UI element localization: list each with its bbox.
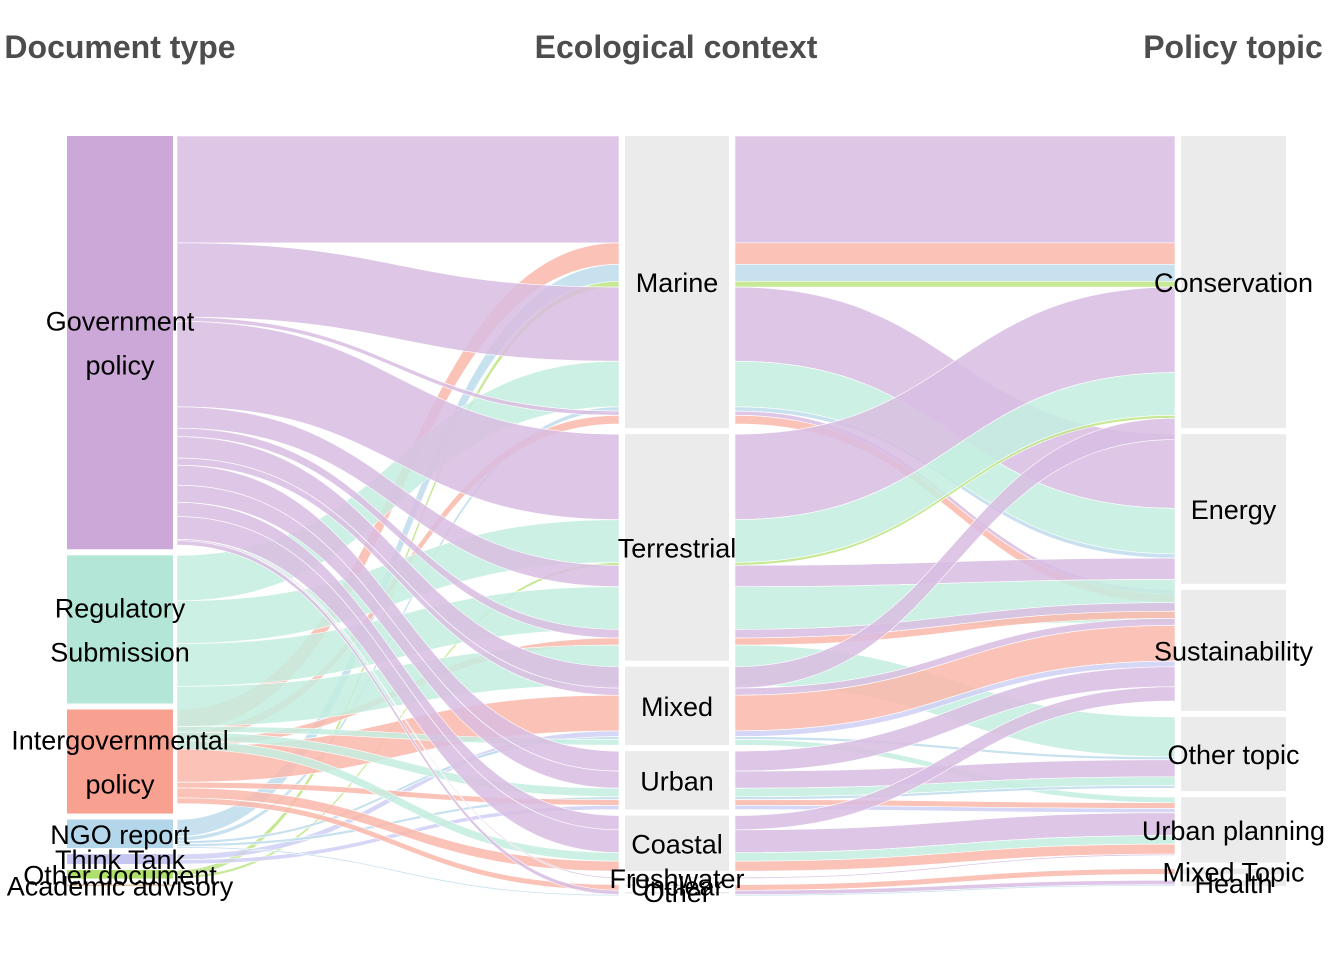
node-label-other-topic: Other topic <box>1167 740 1299 770</box>
node-label-other-document: Other document <box>23 860 217 890</box>
node-marine <box>625 136 729 429</box>
node-coastal <box>625 815 729 872</box>
flow-government-policy-to-marine <box>176 135 620 244</box>
node-label-mixed-topic: Mixed Topic <box>1162 857 1304 887</box>
node-regulatory-submission <box>67 555 173 704</box>
node-label-regulatory-submission-line-1: Regulatory <box>55 593 186 623</box>
node-label-mixed: Mixed <box>641 692 713 722</box>
label-layer: Government policy Regulatory Submission Inte… <box>7 268 1325 908</box>
flow-marine-to-conservation <box>734 281 1176 288</box>
node-mixed-topic <box>1181 868 1286 875</box>
node-ngo-report <box>67 819 173 849</box>
node-label-think-tank: Think Tank <box>55 845 186 875</box>
node-label-energy: Energy <box>1191 495 1277 525</box>
axis-title-ecological-context: Ecological context <box>535 29 818 65</box>
node-conservation <box>1181 136 1286 429</box>
node-label-intergovernmental-policy-line-2: policy <box>85 770 155 800</box>
node-label-coastal: Coastal <box>631 829 723 859</box>
node-label-urban: Urban <box>640 766 714 796</box>
flow-marine-to-conservation <box>734 135 1176 244</box>
flow-freshwater-to-urban-planning <box>734 853 1176 879</box>
node-urban <box>625 751 729 810</box>
node-energy <box>1181 434 1286 584</box>
node-label-ngo-report: NGO report <box>50 820 190 850</box>
node-other-document <box>67 870 173 879</box>
node-freshwater <box>625 877 729 879</box>
flow-marine-to-conservation <box>734 242 1176 265</box>
node-other <box>625 892 729 894</box>
node-label-health: Health <box>1194 869 1272 899</box>
node-label-terrestrial: Terrestrial <box>618 533 737 563</box>
node-sustainability <box>1181 589 1286 711</box>
node-terrestrial <box>625 434 729 661</box>
node-layer <box>67 136 1286 894</box>
node-health <box>1181 880 1286 886</box>
node-urban-planning <box>1181 797 1286 863</box>
flow-marine-to-conservation <box>734 263 1176 282</box>
flow-unclear-to-mixed-topic <box>734 868 1176 891</box>
node-label-academic-advisory: Academic advisory <box>7 871 234 901</box>
node-label-marine: Marine <box>636 268 719 298</box>
node-intergovernmental-policy <box>67 709 173 814</box>
node-label-conservation: Conservation <box>1154 268 1313 298</box>
node-academic-advisory <box>67 884 173 887</box>
node-label-intergovernmental-policy-line-1: Intergovernmental <box>11 726 229 756</box>
flow-government-policy-to-unclear <box>176 540 620 895</box>
node-label-government-policy-line-2: policy <box>85 351 155 381</box>
flow-intergovernmental-policy-to-coastal <box>176 787 620 872</box>
axis-title-document-type: Document type <box>4 29 235 65</box>
flow-government-policy-to-freshwater <box>176 539 620 879</box>
node-label-regulatory-submission-line-2: Submission <box>50 637 190 667</box>
node-label-sustainability: Sustainability <box>1154 636 1314 666</box>
node-unclear <box>625 884 729 887</box>
flow-coastal-to-sustainability <box>734 686 1176 831</box>
node-think-tank <box>67 854 173 865</box>
axis-title-policy-topic: Policy topic <box>1143 29 1323 65</box>
flow-unclear-to-health <box>734 879 1176 895</box>
flow-layer <box>176 135 1176 897</box>
node-label-other: Other <box>643 878 711 908</box>
node-other-topic <box>1181 716 1286 792</box>
node-government-policy <box>67 136 173 550</box>
node-mixed <box>625 666 729 746</box>
node-label-urban-planning: Urban planning <box>1142 816 1325 846</box>
node-label-government-policy-line-1: Government <box>46 307 195 337</box>
node-label-unclear: Unclear <box>630 871 723 901</box>
node-label-freshwater: Freshwater <box>609 864 744 894</box>
flow-mixed-to-conservation <box>734 417 1176 689</box>
flow-ngo-report-to-unclear <box>176 846 620 897</box>
